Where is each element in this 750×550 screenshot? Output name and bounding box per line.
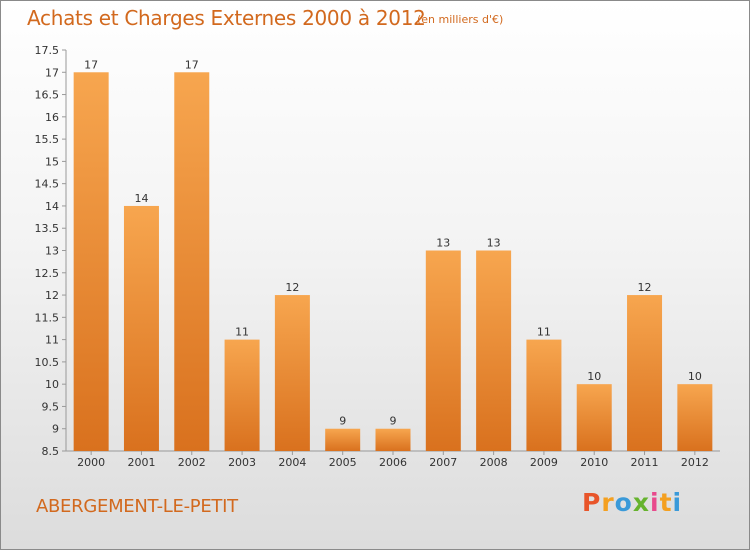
y-tick-label: 14 bbox=[45, 200, 59, 213]
x-tick-label: 2000 bbox=[77, 456, 105, 469]
logo-letter: i bbox=[672, 488, 683, 517]
data-label: 17 bbox=[84, 58, 98, 71]
y-tick-label: 13.5 bbox=[35, 222, 60, 235]
y-tick-label: 17.5 bbox=[35, 44, 60, 57]
bar-2008 bbox=[476, 250, 512, 451]
x-tick-label: 2008 bbox=[480, 456, 508, 469]
bar-2011 bbox=[627, 295, 663, 451]
y-tick-label: 12 bbox=[45, 289, 59, 302]
bar-2009 bbox=[526, 339, 562, 451]
y-tick-label: 16 bbox=[45, 111, 59, 124]
data-label: 9 bbox=[390, 415, 397, 428]
proxiti-logo: Proxiti bbox=[582, 488, 682, 517]
y-tick-label: 8.5 bbox=[42, 445, 60, 458]
bar-2006 bbox=[375, 428, 411, 451]
town-name: ABERGEMENT-LE-PETIT bbox=[36, 496, 238, 517]
data-label: 10 bbox=[587, 370, 601, 383]
x-tick-label: 2009 bbox=[530, 456, 558, 469]
bar-2007 bbox=[425, 250, 461, 451]
logo-letter: r bbox=[601, 488, 615, 517]
x-tick-label: 2001 bbox=[127, 456, 155, 469]
y-tick-label: 15 bbox=[45, 155, 59, 168]
y-tick-label: 10 bbox=[45, 378, 59, 391]
x-tick-label: 2010 bbox=[580, 456, 608, 469]
bar-2002 bbox=[174, 72, 210, 452]
y-tick-label: 17 bbox=[45, 66, 59, 79]
x-tick-label: 2007 bbox=[429, 456, 457, 469]
bar-2012 bbox=[677, 384, 713, 451]
x-tick-label: 2012 bbox=[681, 456, 709, 469]
bar-2010 bbox=[576, 384, 612, 451]
x-tick-label: 2006 bbox=[379, 456, 407, 469]
data-label: 12 bbox=[285, 281, 299, 294]
data-label: 13 bbox=[436, 237, 450, 250]
logo-letter: x bbox=[632, 488, 650, 517]
bar-2001 bbox=[123, 205, 159, 451]
data-label: 12 bbox=[638, 281, 652, 294]
bar-2004 bbox=[274, 295, 310, 451]
data-label: 10 bbox=[688, 370, 702, 383]
bar-2003 bbox=[224, 339, 260, 451]
y-tick-label: 9 bbox=[52, 423, 59, 436]
x-tick-label: 2011 bbox=[631, 456, 659, 469]
x-tick-label: 2002 bbox=[178, 456, 206, 469]
y-tick-label: 16.5 bbox=[35, 89, 60, 102]
data-label: 14 bbox=[134, 192, 148, 205]
x-tick-label: 2005 bbox=[329, 456, 357, 469]
data-label: 11 bbox=[537, 326, 551, 339]
chart-title: Achats et Charges Externes 2000 à 2012 bbox=[27, 6, 426, 30]
data-label: 13 bbox=[487, 237, 501, 250]
y-tick-label: 11 bbox=[45, 334, 59, 347]
y-tick-label: 11.5 bbox=[35, 311, 60, 324]
logo-letter: t bbox=[659, 488, 673, 517]
logo-letter: P bbox=[582, 488, 602, 517]
logo-letter: i bbox=[650, 488, 660, 517]
y-tick-label: 12.5 bbox=[35, 267, 60, 280]
y-tick-label: 9.5 bbox=[42, 400, 60, 413]
y-tick-label: 14.5 bbox=[35, 178, 60, 191]
data-label: 11 bbox=[235, 326, 249, 339]
bar-2005 bbox=[325, 428, 361, 451]
x-tick-label: 2003 bbox=[228, 456, 256, 469]
data-label: 9 bbox=[339, 415, 346, 428]
y-tick-label: 10.5 bbox=[35, 356, 60, 369]
logo-letter: o bbox=[614, 488, 633, 517]
x-tick-label: 2004 bbox=[278, 456, 306, 469]
data-label: 17 bbox=[185, 58, 199, 71]
bar-2000 bbox=[73, 72, 109, 452]
y-tick-label: 15.5 bbox=[35, 133, 60, 146]
chart-subtitle: (en milliers d'€) bbox=[417, 13, 504, 26]
y-tick-label: 13 bbox=[45, 245, 59, 258]
